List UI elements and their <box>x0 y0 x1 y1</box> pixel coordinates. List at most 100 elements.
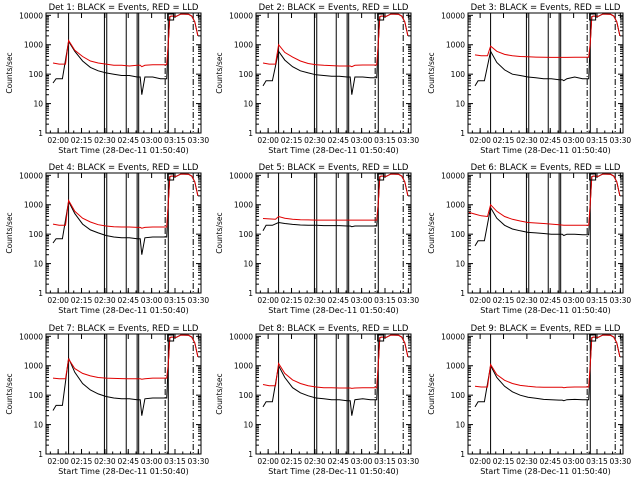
x-tick-label: 02:00 <box>257 296 279 305</box>
chart-panel-6: Det 6: BLACK = Events, RED = LLD 1 10 100 10… <box>427 163 631 315</box>
saa-marker-box <box>167 173 175 181</box>
chart-panel-8: Det 8: BLACK = Events, RED = LLD 1 10 100 10… <box>215 324 419 476</box>
x-tick-label: 02:45 <box>327 457 349 466</box>
y-tick-label: 10000 <box>19 332 43 341</box>
x-tick-label: 03:00 <box>141 457 163 466</box>
y-tick-label: 10 <box>243 100 253 109</box>
saa-marker-box <box>377 334 385 342</box>
chart-title: Det 6: BLACK = Events, RED = LLD <box>471 163 621 173</box>
x-tick-label: 03:30 <box>398 296 420 305</box>
x-axis-label: Start Time (28-Dec-11 01:50:40) <box>58 467 189 476</box>
y-axis-label: Counts/sec <box>427 52 436 93</box>
x-tick-label: 03:15 <box>164 457 186 466</box>
series-lld-line <box>52 173 199 229</box>
x-tick-label: 03:30 <box>610 296 632 305</box>
series-events-line <box>474 13 621 87</box>
series-events-line <box>52 13 199 95</box>
x-tick-label: 02:30 <box>304 296 326 305</box>
x-axis-label: Start Time (28-Dec-11 01:50:40) <box>480 146 611 155</box>
x-tick-label: 02:45 <box>117 136 139 145</box>
y-tick-label: 1 <box>248 450 253 459</box>
x-axis-label: Start Time (28-Dec-11 01:50:40) <box>268 467 399 476</box>
plot-frame <box>255 172 412 294</box>
x-tick-label: 02:30 <box>516 136 538 145</box>
series-lld-line <box>468 173 621 226</box>
chart-title: Det 7: BLACK = Events, RED = LLD <box>49 324 199 334</box>
x-tick-label: 02:30 <box>94 296 116 305</box>
series-lld-line <box>474 13 621 58</box>
y-tick-label: 10 <box>33 260 43 269</box>
y-axis-label: Counts/sec <box>5 52 14 93</box>
y-tick-label: 100 <box>451 391 466 400</box>
y-tick-label: 100 <box>239 391 254 400</box>
y-axis-label: Counts/sec <box>427 373 436 414</box>
series-events-line <box>52 334 199 416</box>
saa-marker-box <box>377 173 385 181</box>
y-tick-label: 1 <box>38 289 43 298</box>
saa-marker-box <box>167 13 175 21</box>
chart-title: Det 1: BLACK = Events, RED = LLD <box>49 3 199 13</box>
x-tick-label: 03:30 <box>610 457 632 466</box>
x-tick-label: 02:00 <box>47 296 69 305</box>
y-tick-label: 100 <box>29 230 44 239</box>
x-tick-label: 03:00 <box>351 457 373 466</box>
saa-marker-box <box>589 13 597 21</box>
y-tick-label: 100 <box>29 391 44 400</box>
series-events-line <box>52 173 199 255</box>
y-tick-label: 10000 <box>441 171 465 180</box>
x-tick-label: 03:30 <box>188 457 210 466</box>
x-tick-label: 02:30 <box>94 136 116 145</box>
y-tick-label: 10000 <box>19 11 43 20</box>
y-tick-label: 1000 <box>446 41 465 50</box>
x-axis-label: Start Time (28-Dec-11 01:50:40) <box>58 146 189 155</box>
plot-frame <box>45 333 202 455</box>
y-tick-label: 100 <box>239 230 254 239</box>
y-tick-label: 10000 <box>441 11 465 20</box>
y-tick-label: 100 <box>451 230 466 239</box>
series-events-line <box>474 173 621 247</box>
plot-frame <box>467 333 624 455</box>
chart-title: Det 5: BLACK = Events, RED = LLD <box>259 163 409 173</box>
y-tick-label: 1000 <box>446 201 465 210</box>
plot-frame <box>45 12 202 134</box>
x-tick-label: 02:15 <box>281 296 303 305</box>
x-tick-label: 02:45 <box>117 457 139 466</box>
y-axis-label: Counts/sec <box>5 373 14 414</box>
x-tick-label: 02:15 <box>281 136 303 145</box>
x-tick-label: 02:15 <box>493 136 515 145</box>
y-axis-label: Counts/sec <box>5 212 14 253</box>
y-tick-label: 1 <box>38 129 43 138</box>
x-tick-label: 03:30 <box>398 457 420 466</box>
y-tick-label: 10 <box>33 421 43 430</box>
x-tick-label: 03:00 <box>351 136 373 145</box>
y-axis-label: Counts/sec <box>427 212 436 253</box>
x-tick-label: 03:00 <box>141 136 163 145</box>
x-axis-label: Start Time (28-Dec-11 01:50:40) <box>58 306 189 315</box>
x-tick-label: 02:30 <box>304 457 326 466</box>
x-tick-label: 03:00 <box>563 457 585 466</box>
x-tick-label: 02:30 <box>516 457 538 466</box>
y-tick-label: 1000 <box>24 201 43 210</box>
x-tick-label: 02:00 <box>469 296 491 305</box>
x-tick-label: 03:00 <box>563 296 585 305</box>
series-events-line <box>262 334 409 416</box>
saa-marker-box <box>167 334 175 342</box>
plot-frame <box>467 172 624 294</box>
x-tick-label: 03:30 <box>610 136 632 145</box>
x-tick-label: 02:30 <box>516 296 538 305</box>
x-tick-label: 03:00 <box>563 136 585 145</box>
chart-panel-2: Det 2: BLACK = Events, RED = LLD 1 10 100 10… <box>215 3 419 155</box>
y-tick-label: 1 <box>248 129 253 138</box>
x-tick-label: 02:00 <box>257 457 279 466</box>
y-axis-label: Counts/sec <box>215 52 224 93</box>
x-tick-label: 03:15 <box>586 136 608 145</box>
series-lld-line <box>262 13 409 68</box>
y-tick-label: 10 <box>455 421 465 430</box>
x-tick-label: 02:45 <box>539 296 561 305</box>
x-tick-label: 03:15 <box>374 296 396 305</box>
x-tick-label: 03:00 <box>351 296 373 305</box>
x-tick-label: 02:15 <box>281 457 303 466</box>
y-tick-label: 10 <box>455 260 465 269</box>
x-tick-label: 02:00 <box>257 136 279 145</box>
